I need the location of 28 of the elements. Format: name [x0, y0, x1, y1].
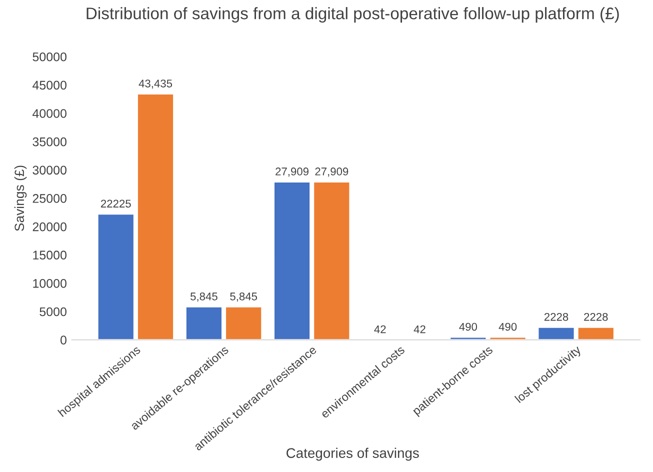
y-tick-label: 10000 [33, 279, 66, 288]
chart-title: Distribution of savings from a digital post-operative follow-up platform (£) [86, 7, 619, 23]
y-tick-label: 5000 [40, 307, 66, 316]
y-tick-label: 0 [60, 336, 66, 344]
y-tick-label: 30000 [32, 166, 66, 175]
data-label: 2228 [584, 312, 608, 321]
y-tick-label: 40000 [32, 109, 66, 118]
data-label: 42 [374, 325, 386, 334]
data-label: 5,845 [190, 292, 218, 302]
data-label: 27,909 [315, 168, 348, 177]
y-axis-title: Savings (£) [14, 166, 27, 232]
data-label: 22225 [100, 200, 131, 208]
data-label: 490 [498, 322, 517, 331]
data-label: 27,909 [276, 168, 308, 177]
y-tick-label: 35000 [32, 137, 66, 146]
y-tick-label: 15000 [33, 250, 66, 260]
y-tick-label: 50000 [32, 52, 66, 62]
data-label: 490 [459, 322, 478, 331]
y-tick-label: 20000 [32, 222, 66, 232]
x-axis-title: Categories of savings [286, 448, 419, 461]
y-tick-label: 25000 [32, 194, 66, 203]
data-label: 43,435 [138, 80, 172, 89]
data-label: 5,845 [230, 292, 258, 302]
data-label: 42 [414, 325, 426, 334]
y-tick-label: 45000 [32, 80, 66, 90]
data-label: 2228 [544, 312, 568, 321]
bar [537, 326, 576, 340]
bar [576, 326, 615, 340]
